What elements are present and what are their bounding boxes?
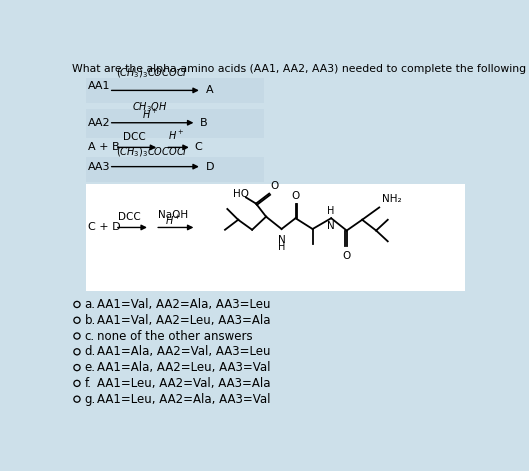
Text: What are the alpha-amino acids (AA1, AA2, AA3) needed to complete the following : What are the alpha-amino acids (AA1, AA2… [72,64,529,74]
Text: AA1=Val, AA2=Ala, AA3=Leu: AA1=Val, AA2=Ala, AA3=Leu [97,298,271,311]
Text: $CH_3OH$: $CH_3OH$ [132,100,168,114]
Bar [86,157,264,182]
Text: f.: f. [85,377,92,390]
Text: AA1=Ala, AA2=Leu, AA3=Val: AA1=Ala, AA2=Leu, AA3=Val [97,361,271,374]
Text: AA3: AA3 [88,162,111,171]
Text: $(CH_3)_3COCOCI$: $(CH_3)_3COCOCI$ [116,146,187,159]
Text: $(CH_3)_3COCOCI$: $(CH_3)_3COCOCI$ [116,67,187,81]
Text: b.: b. [85,314,96,327]
Text: AA1=Leu, AA2=Ala, AA3=Val: AA1=Leu, AA2=Ala, AA3=Val [97,393,271,406]
Text: c.: c. [85,330,95,342]
Bar [86,184,465,292]
Text: AA1=Leu, AA2=Val, AA3=Ala: AA1=Leu, AA2=Val, AA3=Ala [97,377,271,390]
Text: N: N [327,221,335,231]
Text: NH₂: NH₂ [381,195,401,204]
Text: O: O [291,191,299,201]
Text: D: D [206,162,214,171]
Text: d.: d. [85,345,96,358]
Text: A: A [206,85,213,96]
Text: AA1: AA1 [88,81,111,91]
Text: HO: HO [233,189,249,199]
Text: O: O [343,251,351,260]
Text: C: C [195,142,203,153]
Text: NaOH: NaOH [158,210,188,220]
Text: O: O [270,181,278,191]
Text: none of the other answers: none of the other answers [97,330,253,342]
Text: DCC: DCC [118,212,141,222]
Text: H: H [278,242,285,252]
Text: a.: a. [85,298,96,311]
Text: $H^+$: $H^+$ [168,129,184,142]
Text: g.: g. [85,393,96,406]
Text: B: B [199,118,207,128]
Text: $H^+$: $H^+$ [142,108,158,121]
Text: N: N [278,235,286,245]
Text: e.: e. [85,361,96,374]
Text: AA2: AA2 [88,118,111,128]
Text: AA1=Val, AA2=Leu, AA3=Ala: AA1=Val, AA2=Leu, AA3=Ala [97,314,271,327]
Text: A + B: A + B [88,142,120,153]
Bar [86,78,264,104]
Text: $H^+$: $H^+$ [165,213,181,227]
Text: C + D: C + D [88,222,121,233]
Text: DCC: DCC [123,132,145,142]
Text: H: H [327,206,335,216]
Text: AA1=Ala, AA2=Val, AA3=Leu: AA1=Ala, AA2=Val, AA3=Leu [97,345,271,358]
Bar [86,109,264,138]
